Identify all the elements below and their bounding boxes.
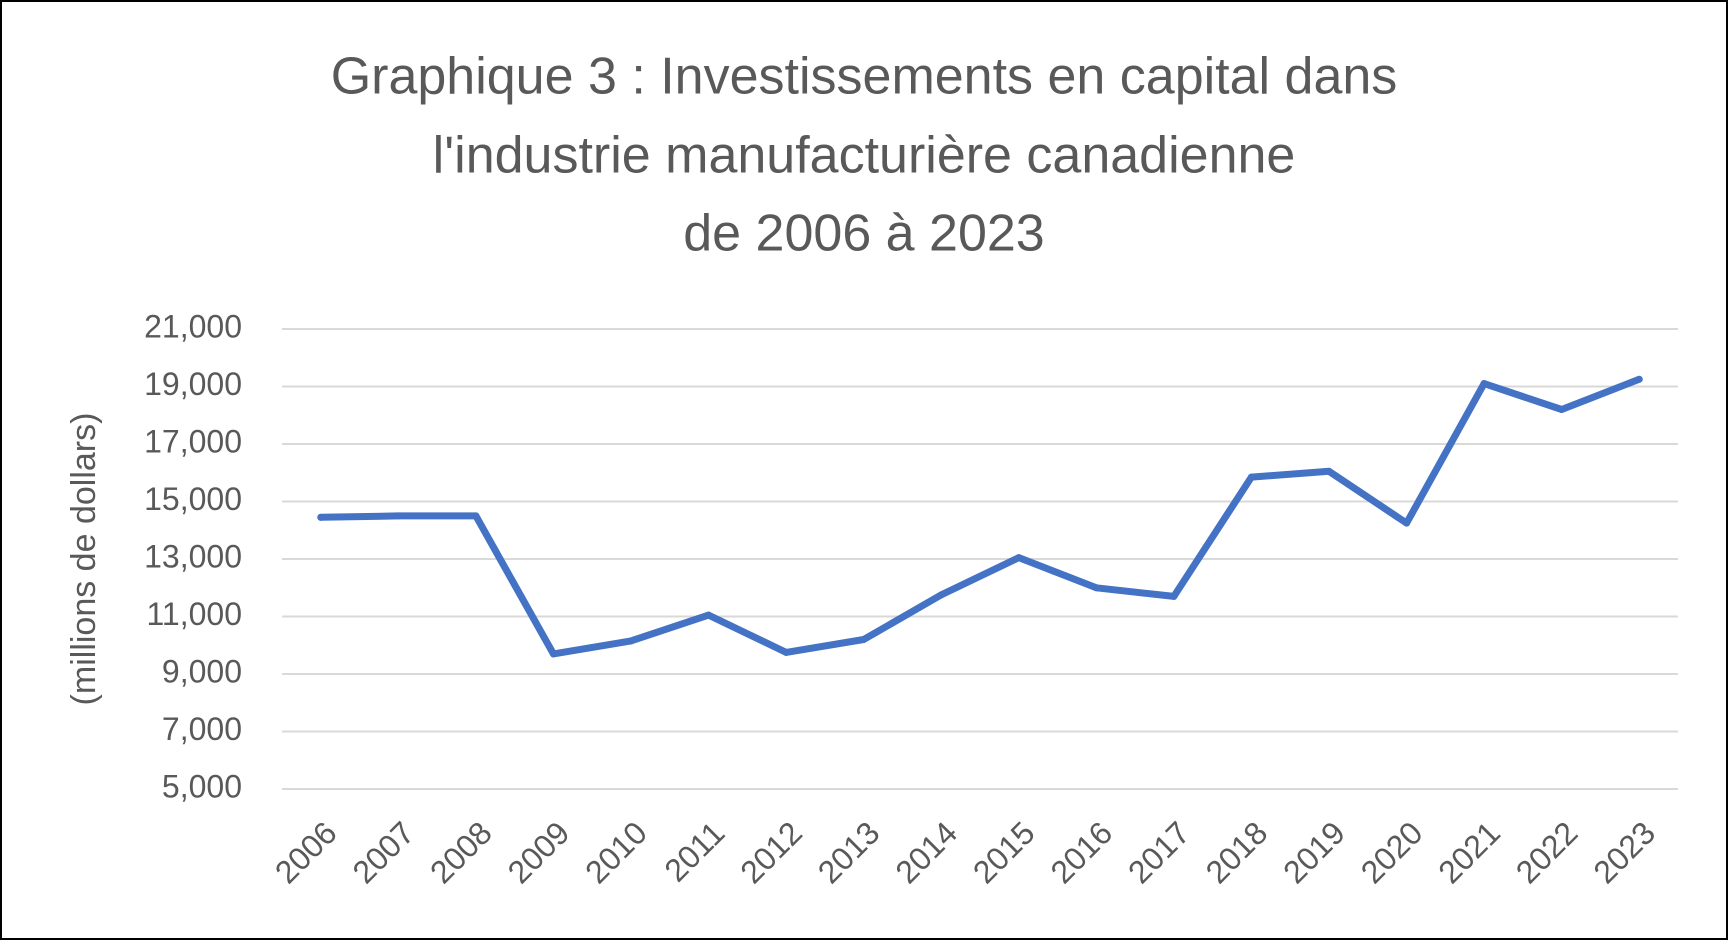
x-axis-ticks: 2006 2007 2008 2009 2010 2011 2012 2013 2014 2015… xyxy=(268,814,1662,890)
chart-title-line: l'industrie manufacturière canadienne xyxy=(433,127,1296,185)
y-axis-title: (millions de dollars) xyxy=(65,413,103,706)
x-tick-label: 2009 xyxy=(501,814,577,890)
series-line xyxy=(317,375,1643,658)
x-tick-label: 2021 xyxy=(1431,814,1507,890)
y-tick-label: 21,000 xyxy=(144,308,242,344)
y-tick-label: 15,000 xyxy=(144,481,242,517)
y-tick-label: 19,000 xyxy=(144,366,242,402)
data-point xyxy=(937,591,945,599)
data-point xyxy=(394,512,402,520)
x-tick-label: 2015 xyxy=(966,814,1042,890)
gridlines xyxy=(282,328,1678,790)
data-point xyxy=(1170,592,1178,600)
y-tick-label: 9,000 xyxy=(162,653,242,689)
y-axis-title-group: (millions de dollars) xyxy=(65,413,103,706)
x-tick-label: 2012 xyxy=(733,814,809,890)
x-tick-label: 2022 xyxy=(1509,814,1585,890)
x-tick-label: 2010 xyxy=(578,814,654,890)
x-tick-label: 2011 xyxy=(657,814,731,888)
series-group xyxy=(317,375,1643,658)
x-tick-label: 2019 xyxy=(1276,814,1352,890)
x-tick-label: 2013 xyxy=(811,814,887,890)
data-point xyxy=(1558,406,1566,413)
x-tick-label: 2017 xyxy=(1121,814,1197,890)
y-tick-label: 5,000 xyxy=(162,768,242,804)
x-tick-label: 2016 xyxy=(1043,814,1119,890)
y-tick-label: 11,000 xyxy=(147,596,243,632)
data-point xyxy=(1325,467,1333,475)
data-point xyxy=(1092,584,1100,592)
chart-title: Graphique 3 : Investissements en capital… xyxy=(331,48,1398,263)
x-tick-label: 2006 xyxy=(268,814,344,890)
data-point xyxy=(1480,380,1488,388)
data-point xyxy=(317,513,325,521)
x-tick-label: 2007 xyxy=(345,814,421,890)
data-point xyxy=(782,648,790,656)
y-axis-ticks: 5,000 7,000 9,000 11,000 13,000 15,000 17,000 1… xyxy=(144,308,242,804)
data-point xyxy=(627,637,635,645)
y-tick-label: 17,000 xyxy=(144,423,242,459)
data-point xyxy=(1635,375,1643,383)
data-point xyxy=(1403,519,1411,527)
data-point xyxy=(705,611,713,619)
y-tick-label: 13,000 xyxy=(144,538,242,574)
data-point xyxy=(860,636,868,643)
x-tick-label: 2008 xyxy=(423,814,499,890)
data-point xyxy=(549,650,557,658)
x-tick-label: 2018 xyxy=(1199,814,1275,890)
x-tick-label: 2020 xyxy=(1354,814,1430,890)
data-point xyxy=(1015,554,1023,562)
y-tick-label: 7,000 xyxy=(162,711,242,747)
data-point xyxy=(1247,473,1255,481)
data-point xyxy=(472,512,480,520)
x-tick-label: 2014 xyxy=(888,814,964,890)
x-tick-label: 2023 xyxy=(1586,814,1662,890)
chart-title-line: de 2006 à 2023 xyxy=(683,205,1044,263)
chart-title-line: Graphique 3 : Investissements en capital… xyxy=(331,48,1398,106)
